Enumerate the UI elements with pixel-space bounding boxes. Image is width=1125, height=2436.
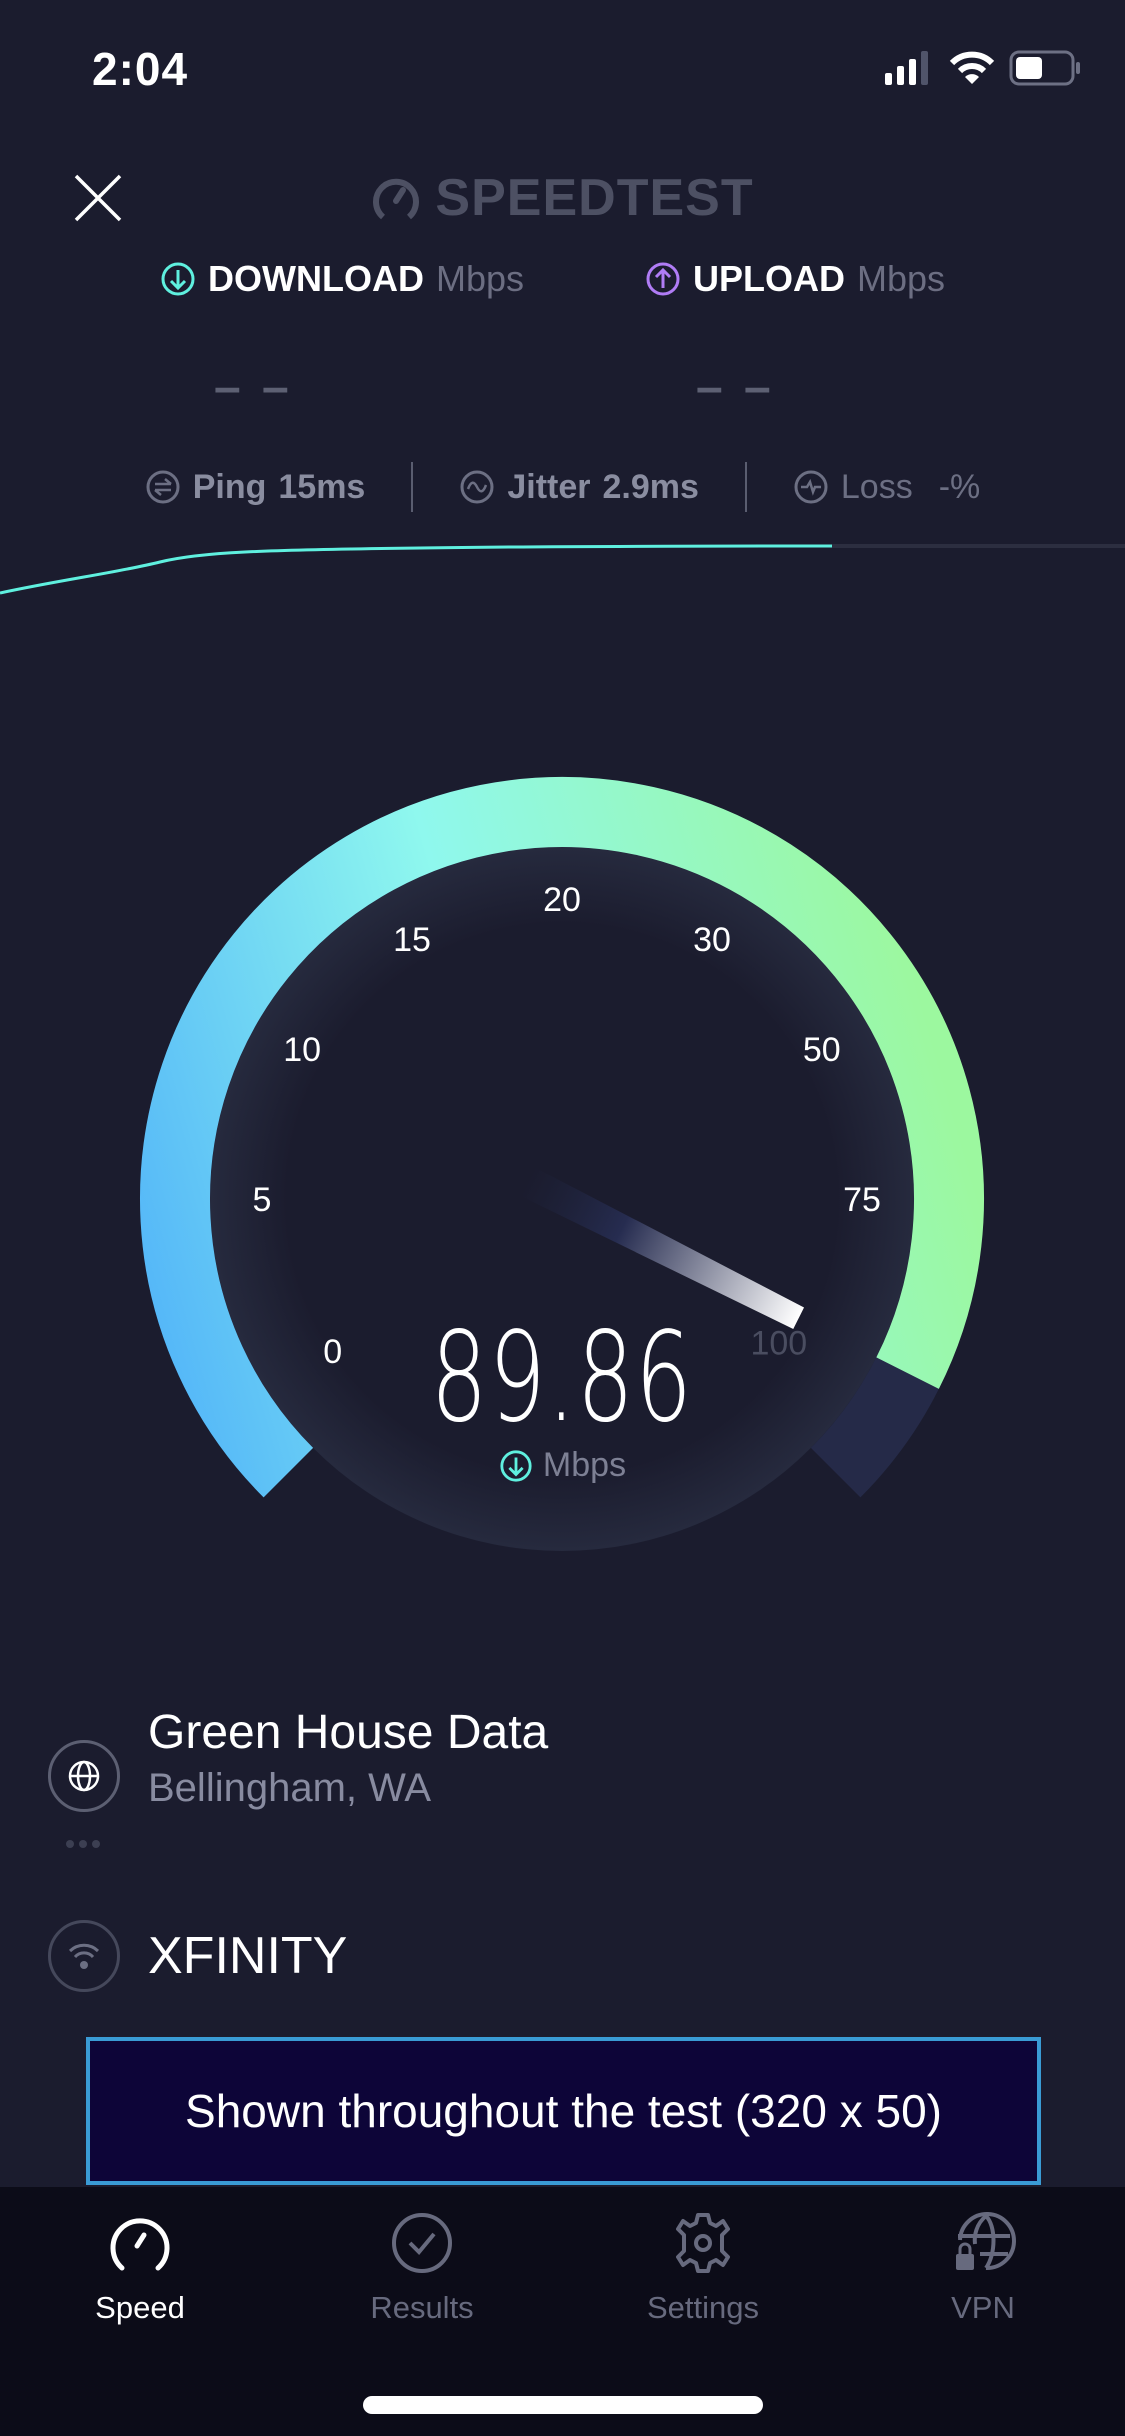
download-icon bbox=[500, 1449, 532, 1482]
loss-stat: Loss -% bbox=[747, 468, 1026, 507]
tab-label: Speed bbox=[95, 2290, 185, 2325]
gauge-tick-label: 30 bbox=[693, 921, 731, 959]
stats-row: Ping 15ms Jitter 2.9ms Loss -% bbox=[0, 462, 1125, 512]
jitter-stat: Jitter 2.9ms bbox=[413, 468, 745, 507]
tab-label: Results bbox=[370, 2290, 474, 2325]
upload-value: – – bbox=[696, 361, 775, 414]
upload-title: UPLOAD bbox=[693, 258, 845, 299]
gauge-tick-label: 10 bbox=[283, 1031, 321, 1069]
tab-bar bbox=[0, 2187, 1125, 2436]
ping-stat: Ping 15ms bbox=[99, 468, 412, 507]
jitter-label: Jitter bbox=[507, 467, 591, 506]
battery-icon bbox=[1009, 50, 1080, 86]
upload-icon bbox=[646, 262, 680, 296]
gauge-tick-label: 0 bbox=[323, 1333, 342, 1371]
speed-graph bbox=[0, 544, 1125, 595]
jitter-value: 2.9 bbox=[602, 467, 650, 506]
logo-text: SPEEDTEST bbox=[435, 169, 754, 227]
provider-info: XFINITY bbox=[48, 1920, 347, 1992]
globe-icon bbox=[48, 1740, 120, 1812]
status-time: 2:04 bbox=[92, 43, 189, 95]
speed-unit-label: Mbps bbox=[542, 1446, 627, 1484]
ad-banner[interactable]: Shown throughout the test (320 x 50) bbox=[86, 2037, 1041, 2185]
loss-unit: % bbox=[950, 467, 981, 506]
jitter-icon bbox=[460, 470, 494, 504]
loss-icon bbox=[794, 470, 828, 504]
loss-label: Loss bbox=[840, 467, 913, 506]
tab-label: VPN bbox=[951, 2290, 1015, 2325]
cellular-signal-icon bbox=[885, 51, 928, 85]
home-indicator bbox=[363, 2396, 763, 2414]
speedtest-logo: SPEEDTEST bbox=[0, 168, 1125, 228]
tab-vpn[interactable]: VPN bbox=[883, 2210, 1083, 2326]
gauge-fill bbox=[140, 777, 984, 1498]
gauge-tick-label: 75 bbox=[843, 1181, 881, 1219]
ping-value: 15 bbox=[278, 467, 317, 506]
ad-text: Shown throughout the test (320 x 50) bbox=[185, 2085, 942, 2137]
gauge-needle bbox=[519, 1166, 805, 1329]
tab-settings[interactable]: Settings bbox=[603, 2210, 803, 2326]
server-name: Green House Data bbox=[148, 1706, 549, 1759]
speedometer-logo-icon bbox=[373, 178, 420, 220]
globe-lock-icon bbox=[956, 2212, 1016, 2271]
status-icons bbox=[885, 50, 1081, 86]
divider bbox=[744, 462, 747, 512]
gauge-tick-label: 50 bbox=[803, 1031, 841, 1069]
check-circle-icon bbox=[392, 2213, 452, 2273]
gauge-tick-label: 15 bbox=[393, 921, 431, 959]
gauge-tick-label: 5 bbox=[253, 1181, 272, 1219]
tab-results[interactable]: Results bbox=[322, 2210, 522, 2326]
gauge-tick-label: 100 bbox=[750, 1325, 807, 1363]
wifi-icon bbox=[48, 1920, 120, 1992]
tab-speed[interactable]: Speed bbox=[40, 2210, 240, 2326]
download-value: – – bbox=[214, 361, 293, 414]
gear-icon bbox=[676, 2213, 730, 2273]
upload-unit: Mbps bbox=[857, 258, 946, 299]
provider-name: XFINITY bbox=[148, 1927, 348, 1985]
close-icon[interactable] bbox=[72, 172, 124, 224]
speedometer-icon bbox=[110, 2218, 170, 2271]
speed-gauge: 0 5 10 15 20 30 50 75 100 bbox=[140, 777, 984, 1551]
ping-unit: ms bbox=[316, 467, 366, 506]
speed-graph-line bbox=[0, 544, 833, 595]
gauge-tick-label: 20 bbox=[543, 881, 581, 919]
server-location: Bellingham, WA bbox=[148, 1766, 432, 1810]
upload-label: UPLOAD Mbps bbox=[645, 258, 945, 300]
more-dots-icon bbox=[66, 1840, 100, 1848]
wifi-icon bbox=[949, 51, 995, 84]
download-icon bbox=[161, 262, 195, 296]
divider bbox=[411, 462, 414, 512]
tab-label: Settings bbox=[646, 2290, 759, 2325]
speed-unit: Mbps bbox=[0, 1446, 1125, 1485]
ping-label: Ping bbox=[192, 467, 267, 506]
download-unit: Mbps bbox=[435, 258, 524, 299]
loss-value: - bbox=[938, 467, 951, 506]
speed-value: 89.86 bbox=[430, 1306, 694, 1450]
server-info[interactable]: Green House Data Bellingham, WA bbox=[48, 1706, 548, 1812]
ping-icon bbox=[146, 470, 180, 504]
download-label: DOWNLOAD Mbps bbox=[160, 258, 524, 300]
download-title: DOWNLOAD bbox=[208, 258, 424, 299]
jitter-unit: ms bbox=[649, 467, 699, 506]
